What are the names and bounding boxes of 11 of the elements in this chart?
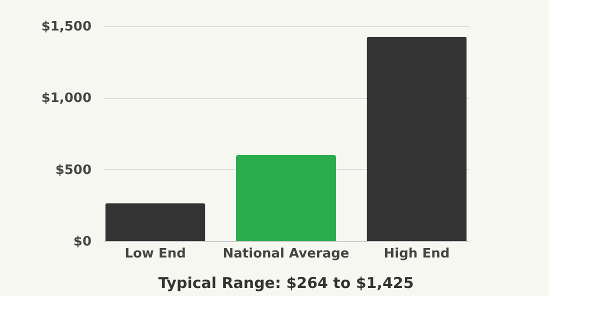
text: Typical Range: $264 to $1,425: [158, 274, 414, 292]
y-tick-label: $500: [55, 162, 92, 178]
bar: [236, 155, 336, 241]
x-tick-label: Low End: [124, 246, 186, 262]
x-tick-label: High End: [384, 246, 450, 262]
y-tick-label: $1,000: [41, 91, 92, 106]
x-tick-label: National Average: [222, 246, 350, 262]
bar: [366, 36, 467, 241]
y-tick-label: $1,500: [41, 20, 92, 34]
y-tick-label: $0: [73, 234, 92, 250]
bar: [105, 203, 206, 241]
